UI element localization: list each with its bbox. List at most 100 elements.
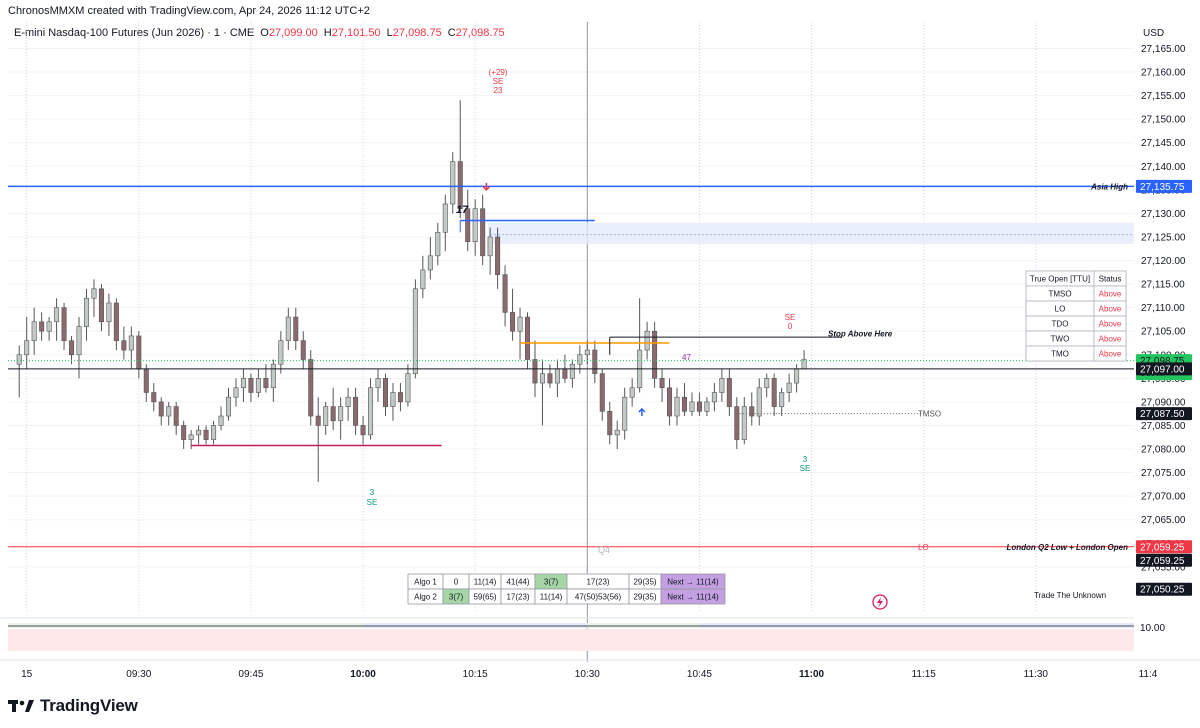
candle-body (158, 401, 164, 417)
candle (91, 279, 97, 318)
attribution-bar: ChronosMMXM created with TradingView.com… (0, 0, 1200, 22)
time-tick-label: 10:15 (463, 669, 488, 680)
candle-body (211, 425, 217, 440)
candle-body (569, 363, 575, 379)
algo-cell-text: 11(14) (540, 593, 563, 602)
price-tick-label: 27,110.00 (1141, 303, 1185, 314)
candle (233, 378, 239, 407)
candle-body (659, 378, 665, 389)
price-tick-label: 27,150.00 (1141, 115, 1186, 126)
candle (308, 350, 314, 426)
candle-body (629, 387, 635, 398)
candle-body (771, 378, 777, 407)
tradingview-logo[interactable]: TradingView (8, 696, 138, 716)
se3b-num-label: 3 (803, 455, 808, 464)
candle (226, 387, 232, 421)
candle (382, 373, 388, 417)
candle-body (584, 349, 590, 356)
candle-body (226, 396, 232, 417)
candle-body (674, 396, 680, 417)
price-chart[interactable]: E-mini Nasdaq-100 Futures (Jun 2026) · 1… (0, 22, 1200, 688)
candle-body (255, 378, 261, 393)
overlay (8, 182, 1134, 548)
algo-cell-text: Algo 2 (414, 593, 437, 602)
candle-body (427, 255, 433, 271)
svg-text:27,087.50: 27,087.50 (1140, 409, 1185, 420)
candle-body (547, 373, 553, 384)
candle-body (689, 401, 695, 412)
candle (659, 368, 665, 402)
candle-body (16, 354, 22, 365)
price-tick-label: 27,115.00 (1141, 280, 1185, 291)
candle (368, 378, 374, 440)
candle-body (136, 335, 142, 370)
candle-body (218, 415, 224, 426)
candle (652, 321, 658, 388)
london-label: London Q2 Low + London Open (1006, 543, 1128, 552)
candle (495, 227, 501, 289)
true-open-table: True Open [TTU] Status TMSO Above LO Above TDO… (1025, 270, 1127, 362)
candle-body (457, 161, 463, 210)
candle-body (382, 378, 388, 407)
candle-body (480, 208, 486, 257)
svg-text:27,059.25: 27,059.25 (1140, 556, 1185, 567)
time-tick-label: 10:30 (575, 669, 600, 680)
candle (472, 199, 478, 256)
candle-body (450, 161, 456, 205)
ohlc-h-value: 27,101.50 (332, 27, 381, 39)
algo-cell-text: 59(65) (473, 593, 496, 602)
candle (323, 401, 329, 435)
sub-pane-value: 10.00 (1140, 623, 1165, 634)
candle (480, 194, 486, 266)
algo-table: Algo 1 0 11(14) 41(44) 3(7) 17(23) 29(35) Next … (407, 573, 726, 605)
candle (151, 383, 157, 412)
candle-body (203, 429, 209, 440)
candle-body (166, 406, 172, 417)
candle-body (330, 406, 336, 422)
candle-body (113, 302, 119, 341)
candle-body (562, 368, 568, 379)
candle (539, 359, 545, 426)
candle (510, 288, 516, 341)
candle (622, 387, 628, 440)
candle (16, 345, 22, 398)
price-tick-label: 27,165.00 (1141, 44, 1186, 55)
tradingview-wordmark: TradingView (40, 696, 138, 715)
candle (143, 364, 149, 402)
candle (270, 359, 276, 402)
candle (786, 373, 792, 402)
lo-label: LO (918, 543, 929, 552)
candle-body (704, 401, 710, 412)
true-open-name: LO (1055, 305, 1066, 314)
time-axis[interactable]: 15 09:30 09:45 10:00 10:15 10:30 10:45 11:00 11:… (0, 659, 1200, 680)
candle (218, 406, 224, 431)
candle-body (442, 203, 448, 233)
true-open-name: TDO (1052, 320, 1069, 329)
sub-pane-blue-2 (699, 623, 1134, 628)
candle-body (756, 387, 762, 417)
candle-body (726, 378, 732, 407)
candle (345, 387, 351, 421)
asia-high-label: Asia High (1090, 182, 1128, 191)
candle (689, 392, 695, 417)
chart-area[interactable]: E-mini Nasdaq-100 Futures (Jun 2026) · 1… (0, 22, 1200, 688)
candle (711, 383, 717, 412)
candle (554, 359, 560, 398)
lightning-icon[interactable] (872, 594, 888, 610)
candle-body (696, 401, 702, 412)
se0-num-label: 0 (788, 322, 793, 331)
trade-the-unknown: Trade The Unknown (1034, 591, 1106, 600)
svg-text:27,098.75: 27,098.75 (1140, 356, 1185, 367)
candle-body (240, 378, 246, 389)
tradingview-logo-icon (8, 698, 34, 714)
candle (121, 326, 127, 360)
candle-body (465, 208, 471, 242)
candle (704, 397, 710, 417)
candle-body (121, 340, 127, 351)
candle-body (749, 406, 755, 417)
candle-body (681, 396, 687, 412)
candle-body (734, 406, 740, 440)
true-open-cell (1093, 345, 1127, 362)
candle-body (76, 326, 82, 356)
candle (166, 401, 172, 426)
